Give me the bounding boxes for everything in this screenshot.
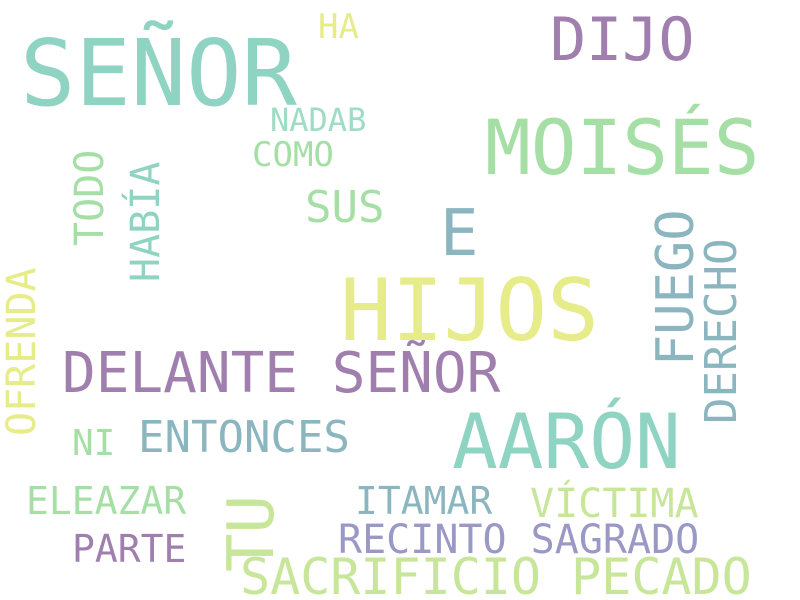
word-moises: MOISÉS bbox=[485, 103, 760, 192]
word-senor-large: SEÑOR bbox=[20, 20, 297, 127]
word-habia: HABÍA bbox=[123, 161, 169, 282]
word-sus: SUS bbox=[305, 182, 385, 233]
word-fuego: FUEGO bbox=[646, 209, 706, 366]
word-todo: TODO bbox=[67, 149, 113, 246]
word-parte: PARTE bbox=[72, 527, 187, 571]
word-victima: VÍCTIMA bbox=[530, 481, 699, 527]
word-e: E bbox=[440, 197, 479, 271]
word-ni: NI bbox=[72, 423, 116, 464]
word-delante-senor: DELANTE SEÑOR bbox=[62, 341, 501, 406]
word-aaron: AARÓN bbox=[452, 397, 681, 486]
word-recinto-sagrado: RECINTO SAGRADO bbox=[338, 517, 700, 563]
word-hijos: HIJOS bbox=[340, 261, 599, 361]
word-entonces: ENTONCES bbox=[138, 412, 350, 463]
word-dijo: DIJO bbox=[550, 5, 695, 75]
word-eleazar: ELEAZAR bbox=[26, 479, 187, 523]
word-itamar: ITAMAR bbox=[355, 479, 493, 523]
word-ha: HA bbox=[318, 7, 359, 47]
word-derecho: DERECHO bbox=[696, 238, 747, 424]
word-ofrenda: OFRENDA bbox=[0, 267, 45, 436]
word-como: COMO bbox=[252, 135, 334, 175]
word-sacrificio-pecado: SACRIFICIO PECADO bbox=[240, 548, 752, 600]
word-tu: TU bbox=[215, 494, 289, 572]
word-nadab: NADAB bbox=[270, 101, 367, 139]
